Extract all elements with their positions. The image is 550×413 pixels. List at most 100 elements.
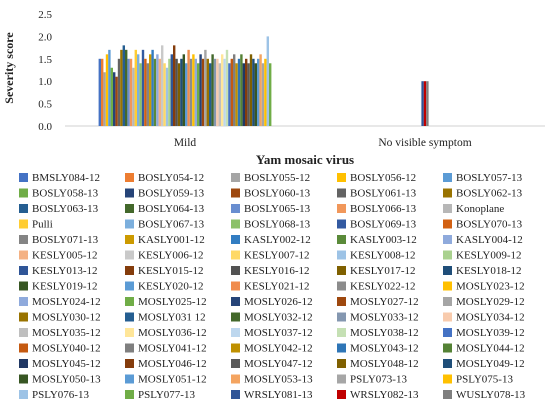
legend-item: BOSLY062-13 [443, 188, 523, 200]
legend-item: Pulli [19, 219, 53, 231]
legend-item: MOSLY025-12 [125, 296, 207, 308]
legend-swatch [337, 281, 346, 291]
bar [137, 54, 140, 126]
legend-label: KASLY003-12 [350, 234, 417, 246]
bar [264, 58, 267, 126]
bar [189, 58, 193, 126]
legend-label: BOSLY070-13 [456, 219, 523, 231]
legend-label: MOSLY042-12 [244, 343, 313, 355]
legend-label: KESLY016-12 [244, 265, 310, 277]
legend-swatch [125, 359, 134, 368]
legend-label: KASLY004-12 [456, 234, 523, 246]
legend-item: KESLY009-12 [443, 250, 522, 262]
legend-label: KESLY018-12 [456, 265, 522, 277]
bar [252, 58, 255, 126]
legend-label: PSLY075-13 [456, 374, 513, 386]
legend-item: KESLY019-12 [19, 281, 98, 293]
bar [218, 63, 221, 126]
legend-label: BOSLY055-12 [244, 172, 310, 184]
legend-swatch [337, 266, 346, 275]
bar [197, 63, 200, 126]
bar [158, 58, 161, 126]
legend-swatch [231, 250, 240, 260]
legend-label: BOSLY056-12 [350, 172, 416, 184]
legend-swatch [125, 188, 134, 198]
bar [139, 63, 142, 126]
legend-swatch [443, 250, 452, 260]
bar [266, 36, 269, 126]
legend-label: Pulli [32, 219, 53, 231]
legend-item: MOSLY049-12 [443, 358, 525, 370]
legend-swatch [231, 219, 240, 229]
legend-label: MOSLY024-12 [32, 296, 101, 308]
legend-item: PSLY077-13 [125, 389, 195, 401]
bar [120, 49, 123, 127]
legend-label: MOSLY032-12 [244, 312, 313, 324]
legend-label: BOSLY059-13 [138, 188, 205, 200]
legend-swatch [19, 343, 28, 353]
legend-label: KESLY007-12 [244, 250, 310, 262]
legend-label: WUSLY078-13 [456, 389, 526, 401]
bar [165, 67, 169, 126]
bar [194, 58, 197, 126]
legend-item: MOSLY031 12 [125, 312, 206, 324]
legend-swatch [337, 219, 346, 229]
legend-item: MOSLY038-12 [337, 327, 419, 339]
bar [216, 58, 219, 126]
y-tick-label: 1.5 [38, 54, 52, 66]
legend-swatch [125, 235, 134, 244]
legend-swatch [443, 204, 452, 213]
legend-item: BOSLY071-13 [19, 234, 99, 246]
legend-swatch [337, 374, 346, 384]
legend-label: BOSLY063-13 [32, 203, 99, 215]
legend-label: MOSLY041-12 [138, 343, 207, 355]
legend-label: BOSLY065-13 [244, 203, 311, 215]
legend-label: WRSLY081-13 [244, 389, 313, 401]
legend-label: MOSLY046-12 [138, 358, 207, 370]
legend-item: BOSLY069-13 [337, 219, 417, 231]
bar [173, 45, 176, 126]
legend-item: MOSLY053-13 [231, 374, 313, 386]
legend-swatch [125, 390, 134, 399]
bar [426, 81, 429, 126]
legend-item: WRSLY081-13 [231, 389, 313, 401]
legend-swatch [19, 188, 28, 198]
legend-item: WUSLY078-13 [443, 389, 526, 401]
legend-label: Konoplane [456, 203, 504, 215]
legend-item: BOSLY060-13 [231, 188, 311, 200]
legend-item: MOSLY027-12 [337, 296, 419, 308]
x-axis-label: Yam mosaic virus [256, 152, 354, 167]
legend-item: MOSLY048-12 [337, 358, 419, 370]
legend-item: KASLY002-12 [231, 234, 311, 246]
bar [237, 58, 241, 126]
legend-label: MOSLY043-12 [350, 343, 419, 355]
bar [204, 49, 207, 127]
legend-item: MOSLY039-12 [443, 327, 525, 339]
legend-item: KESLY020-12 [125, 281, 204, 293]
legend-swatch [19, 359, 28, 368]
legend-item: BOSLY068-13 [231, 219, 311, 231]
legend-swatch [125, 250, 134, 260]
legend-swatch [19, 204, 28, 213]
legend-label: MOSLY037-12 [244, 327, 313, 339]
legend-item: MOSLY037-12 [231, 327, 313, 339]
legend-item: KESLY013-12 [19, 265, 98, 277]
legend-label: MOSLY026-12 [244, 296, 313, 308]
legend-label: KESLY019-12 [32, 281, 98, 293]
legend-item: KESLY016-12 [231, 265, 310, 277]
bar [177, 63, 181, 126]
legend-swatch [443, 281, 452, 291]
legend-label: BOSLY066-13 [350, 203, 417, 215]
legend-swatch [231, 188, 240, 198]
legend-item: MOSLY043-12 [337, 343, 419, 355]
legend-item: KESLY022-12 [337, 281, 416, 293]
legend-item: BOSLY056-12 [337, 172, 416, 184]
chart-legend: BMSLY084-12 BOSLY054-12 BOSLY055-12 BOSLY05… [19, 172, 526, 401]
legend-swatch [125, 266, 134, 275]
legend-label: BOSLY062-13 [456, 188, 523, 200]
legend-swatch [337, 235, 346, 244]
y-axis-label: Severity score [2, 32, 16, 104]
legend-item: MOSLY051-12 [125, 374, 207, 386]
bar [149, 54, 152, 126]
legend-item: MOSLY042-12 [231, 343, 313, 355]
